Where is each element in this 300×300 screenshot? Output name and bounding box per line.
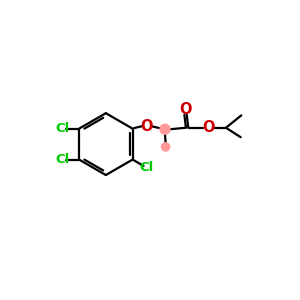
Text: Cl: Cl	[56, 122, 70, 135]
Text: O: O	[140, 119, 153, 134]
Text: O: O	[179, 102, 192, 117]
Circle shape	[160, 124, 170, 134]
Circle shape	[161, 143, 170, 151]
Text: O: O	[202, 120, 214, 135]
Text: Cl: Cl	[56, 153, 70, 166]
Text: Cl: Cl	[140, 161, 154, 174]
